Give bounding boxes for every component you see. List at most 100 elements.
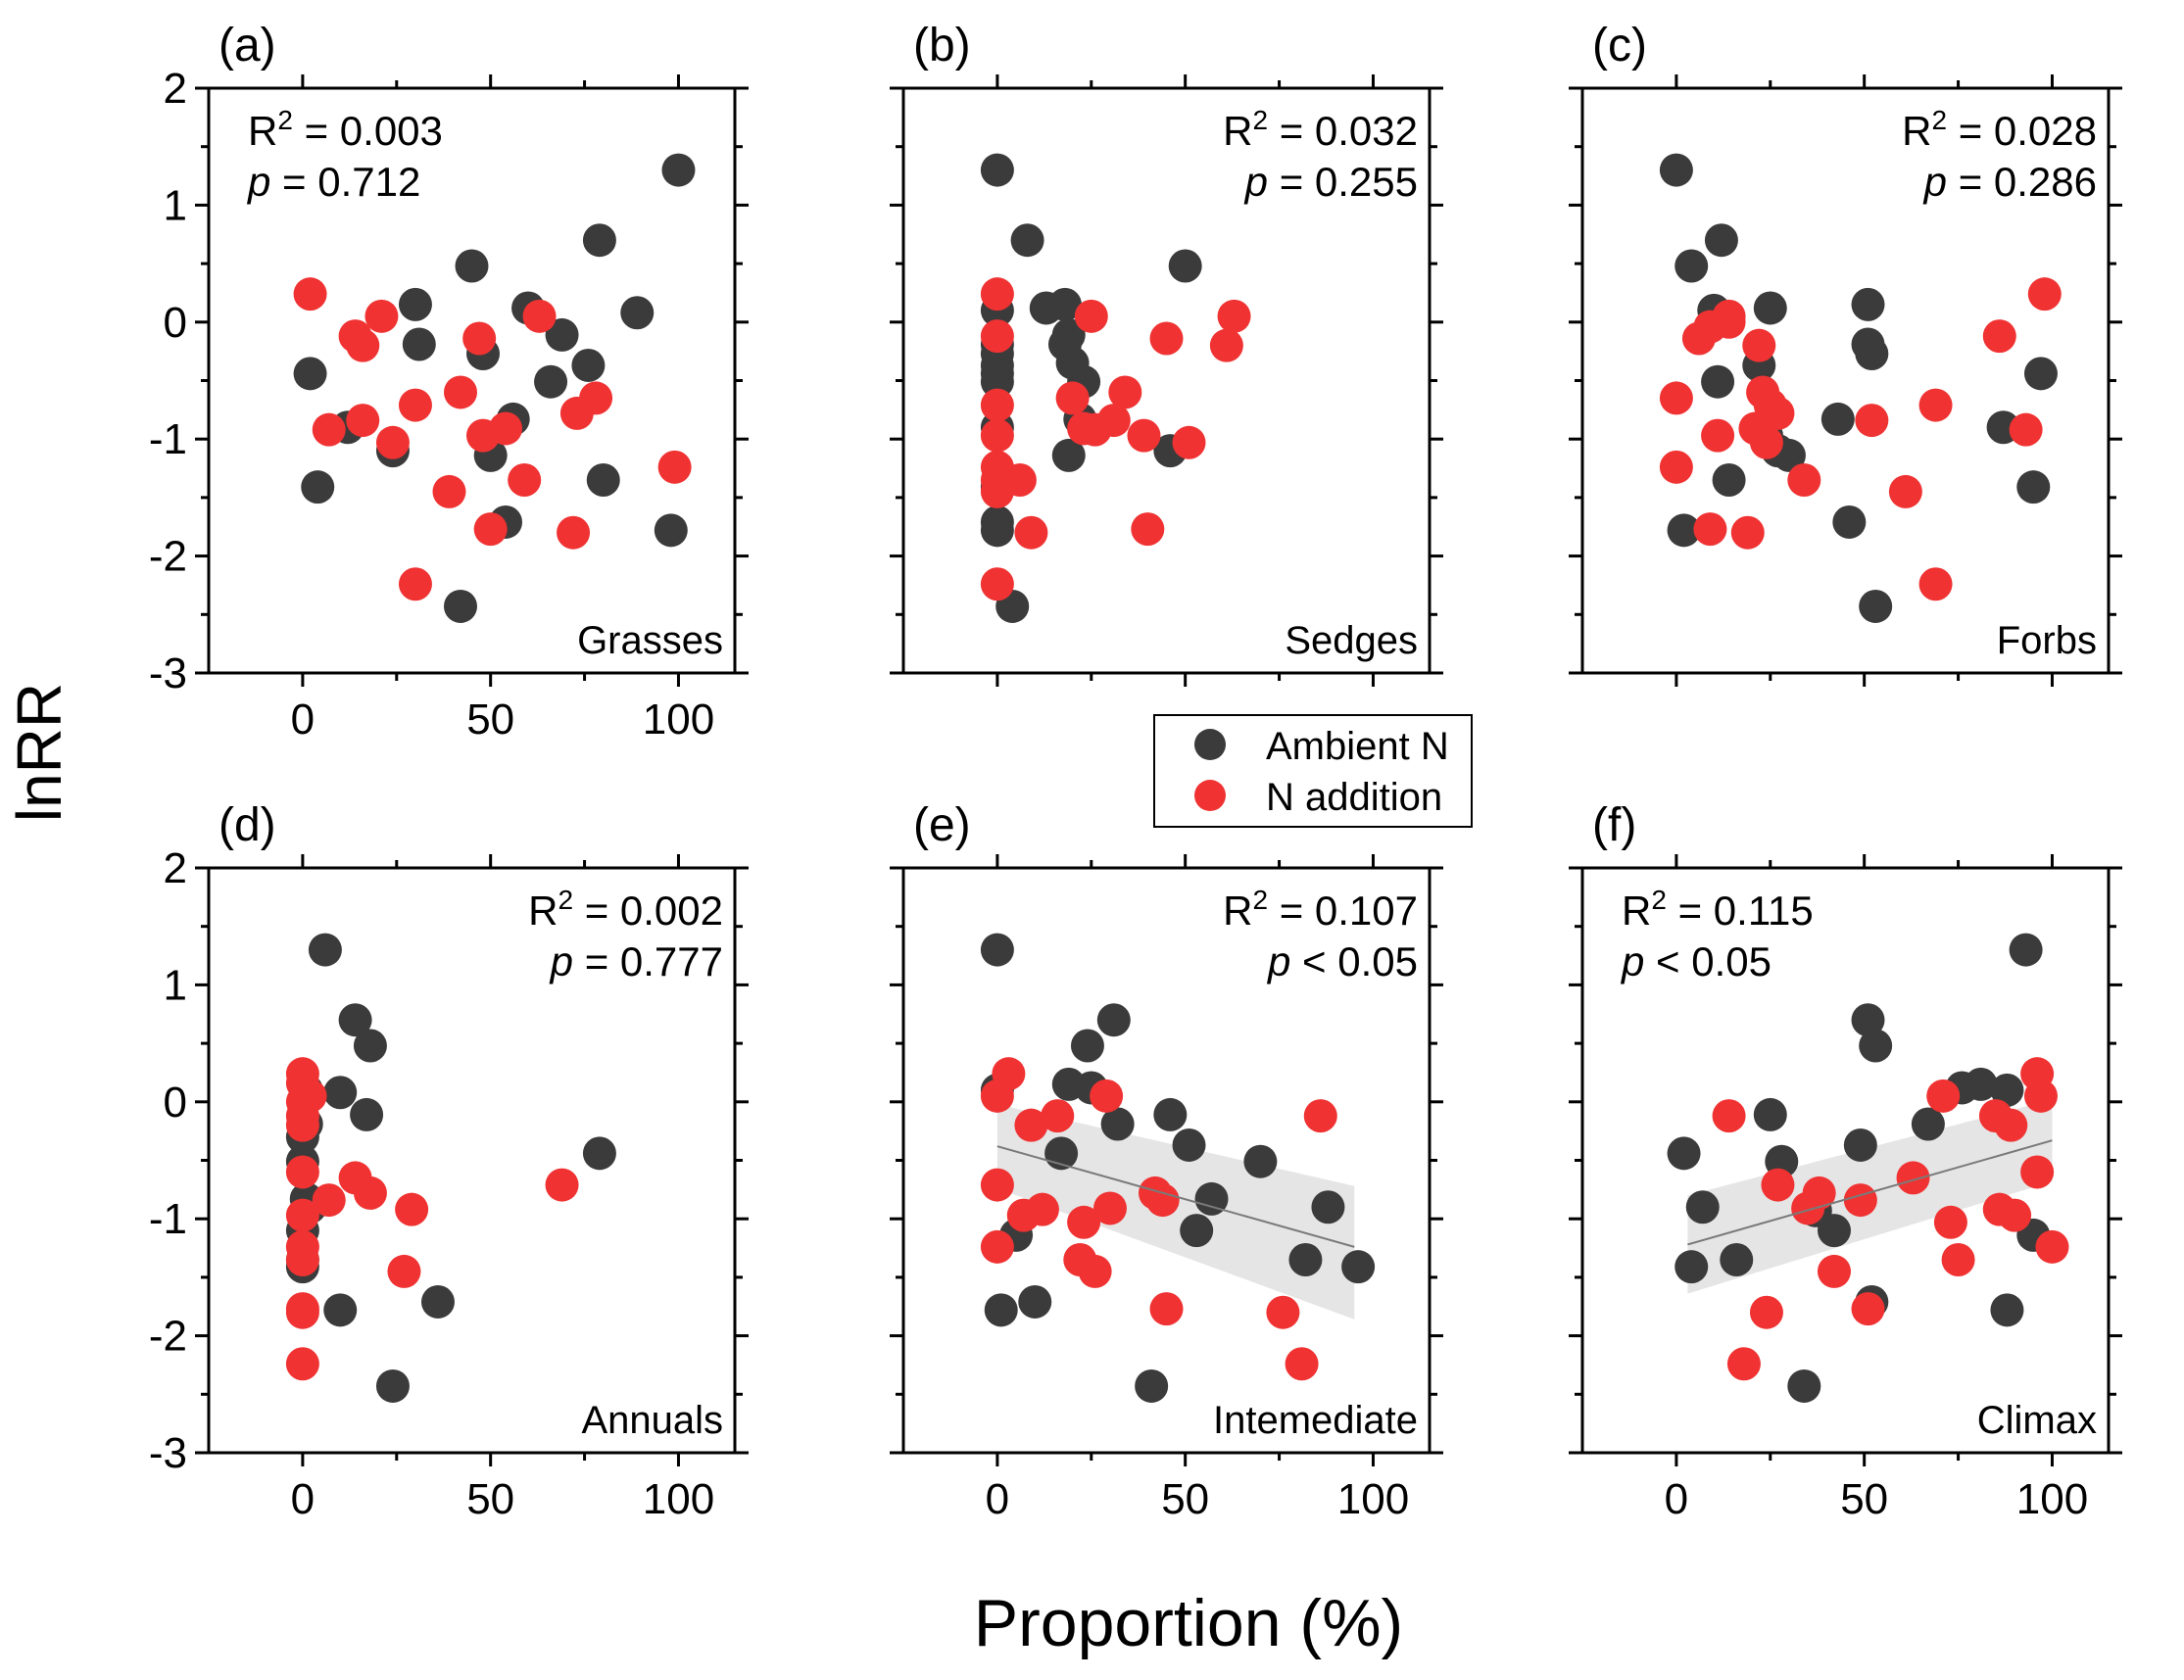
- trend-line: [1687, 1139, 2053, 1246]
- p-value-label: p = 0.286: [1922, 159, 2097, 205]
- n-addition-point: [980, 388, 1014, 422]
- panel-letter: (c): [1592, 20, 1647, 72]
- n-addition-point: [1918, 388, 1953, 422]
- n-addition-point: [1761, 396, 1795, 430]
- panel-letter: (a): [218, 20, 276, 72]
- p-value-label: p = 0.777: [549, 938, 723, 984]
- panel-letter: (d): [218, 799, 276, 851]
- ambient-n-point: [323, 1076, 358, 1110]
- y-tick-label: 0: [164, 1079, 187, 1127]
- n-addition-point: [462, 321, 497, 356]
- x-tick-label: 0: [1665, 1475, 1688, 1523]
- legend-ambient-label: Ambient N: [1266, 725, 1449, 768]
- ambient-n-point: [2016, 470, 2051, 504]
- n-addition-point: [353, 1176, 387, 1210]
- panel-letter: (f): [1592, 799, 1636, 851]
- n-addition-point: [1918, 567, 1953, 601]
- x-tick-label: 0: [291, 696, 315, 744]
- legend-naddition-label: N addition: [1266, 776, 1442, 819]
- n-addition-point: [1108, 375, 1142, 409]
- y-tick-label: -3: [149, 1429, 187, 1477]
- n-addition-point: [1843, 1183, 1877, 1218]
- n-addition-point: [1172, 425, 1206, 459]
- ambient-n-point: [398, 287, 432, 321]
- n-addition-point: [1090, 1079, 1124, 1113]
- panel-c: (c) Forbs R2 = 0.028 p = 0.286: [1569, 20, 2122, 687]
- ambient-n-point: [1288, 1242, 1323, 1276]
- x-tick-label: 100: [2016, 1475, 2088, 1523]
- ambient-n-point: [301, 470, 335, 504]
- ambient-n-point: [1667, 1136, 1701, 1171]
- ambient-n-point: [1753, 1097, 1787, 1131]
- r-squared-label: R2 = 0.003: [248, 105, 443, 154]
- x-tick-label: 50: [466, 696, 514, 744]
- group-label: Sedges: [1285, 619, 1418, 662]
- y-tick-label: 1: [164, 961, 187, 1009]
- data-layer: [980, 933, 1376, 1403]
- panel-letter: (b): [913, 20, 971, 72]
- ambient-n-point: [980, 364, 1014, 399]
- data-layer: [1659, 153, 2062, 623]
- x-tick-label: 0: [291, 1475, 315, 1523]
- ambient-n-series: [980, 933, 1376, 1403]
- n-addition-point: [1982, 319, 2016, 354]
- ambient-n-point: [1010, 223, 1044, 258]
- n-addition-point: [489, 411, 523, 446]
- n-addition-point: [1659, 381, 1693, 415]
- y-tick-label: -2: [149, 1313, 187, 1361]
- n-addition-point: [1145, 1183, 1180, 1218]
- ambient-n-point: [293, 357, 327, 391]
- n-addition-point: [1761, 1168, 1795, 1202]
- n-addition-point: [1285, 1347, 1319, 1381]
- n-addition-point: [364, 299, 399, 333]
- ambient-n-point: [420, 1284, 455, 1319]
- n-addition-point: [285, 1295, 319, 1329]
- n-addition-point: [1701, 418, 1735, 453]
- n-addition-point: [1994, 1108, 2028, 1142]
- n-addition-point: [1817, 1254, 1851, 1288]
- ambient-n-point: [2009, 933, 2043, 967]
- n-addition-point: [1078, 1254, 1112, 1288]
- ambient-n-series: [1659, 153, 2058, 623]
- n-addition-point: [1131, 512, 1165, 547]
- ambient-n-point: [980, 933, 1014, 967]
- ambient-n-point: [402, 327, 436, 361]
- n-addition-point: [1025, 1192, 1059, 1226]
- ambient-n-point: [1341, 1250, 1376, 1284]
- ambient-n-point: [1172, 1128, 1206, 1162]
- ambient-n-point: [980, 153, 1014, 187]
- trend-line: [996, 1145, 1355, 1248]
- y-tick-label: 0: [164, 299, 187, 347]
- ambient-n-point: [1685, 1190, 1720, 1224]
- y-tick-label: -1: [149, 1195, 187, 1243]
- n-addition-point: [285, 1155, 319, 1189]
- legend-ambient-marker: [1194, 729, 1226, 760]
- n-addition-point: [2027, 277, 2062, 312]
- x-axis-title: Proportion (%): [974, 1586, 1403, 1660]
- ambient-n-point: [2023, 357, 2058, 391]
- n-addition-point: [1749, 425, 1783, 459]
- n-addition-point: [1851, 1292, 1885, 1326]
- ambient-n-point: [1153, 1097, 1188, 1131]
- ambient-n-point: [1990, 1073, 2024, 1107]
- ambient-n-point: [338, 1003, 372, 1037]
- n-addition-point: [375, 425, 410, 459]
- n-addition-point: [1712, 1099, 1746, 1133]
- n-addition-point: [1659, 450, 1693, 484]
- n-addition-point: [285, 1108, 319, 1142]
- n-addition-point: [1002, 462, 1037, 497]
- p-value-label: p < 0.05: [1620, 938, 1771, 984]
- n-addition-point: [1217, 299, 1251, 333]
- n-addition-point: [1303, 1099, 1337, 1133]
- ambient-n-point: [308, 933, 342, 967]
- n-addition-series: [1712, 1057, 2069, 1381]
- group-label: Annuals: [581, 1399, 723, 1442]
- x-tick-label: 50: [466, 1475, 514, 1523]
- n-addition-point: [980, 418, 1014, 453]
- n-addition-point: [293, 1079, 327, 1113]
- n-addition-point: [980, 1168, 1014, 1202]
- ambient-n-point: [1964, 1067, 1998, 1101]
- n-addition-point: [980, 319, 1014, 354]
- x-tick-label: 100: [643, 696, 714, 744]
